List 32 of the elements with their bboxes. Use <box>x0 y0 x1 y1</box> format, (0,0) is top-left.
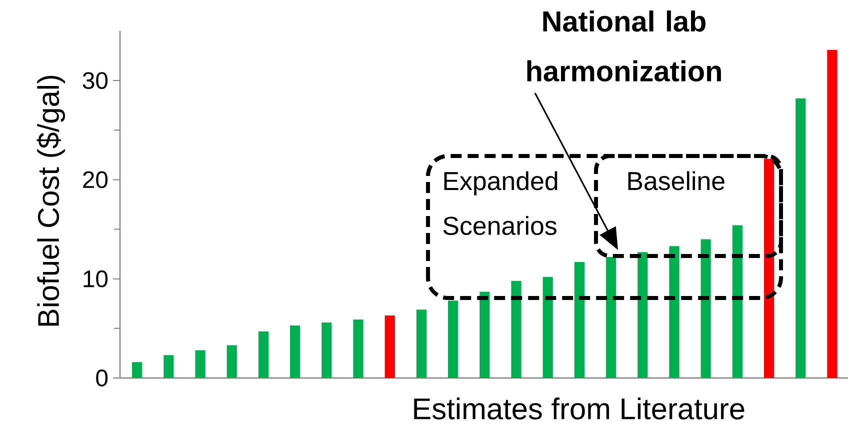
bar <box>480 292 490 378</box>
bar <box>732 225 742 378</box>
bar <box>353 319 364 378</box>
bar <box>574 262 584 378</box>
annotation: National lab harmonization <box>527 10 721 82</box>
bar <box>764 158 774 378</box>
bar <box>416 310 426 378</box>
bar <box>258 331 269 378</box>
bar <box>132 362 142 378</box>
bar <box>195 350 206 378</box>
bar <box>827 50 838 378</box>
y-tick-label: 10 <box>84 270 108 288</box>
annotation: Expanded Scenarios <box>443 171 558 236</box>
annotation: Baseline <box>628 171 724 190</box>
bar <box>164 355 174 378</box>
y-tick-label: 30 <box>82 72 108 90</box>
y-tick-label: 0 <box>96 370 108 386</box>
bar <box>796 98 806 378</box>
bar <box>669 246 680 378</box>
bar <box>606 257 616 378</box>
bar <box>384 316 395 378</box>
bar <box>542 276 553 378</box>
bar <box>511 280 522 378</box>
bar <box>638 252 648 378</box>
bar <box>448 300 458 378</box>
x-axis-title: Estimates from Literature <box>414 398 744 420</box>
y-axis-title: Biofuel Cost ($/gal) <box>36 76 66 326</box>
bar <box>700 239 711 378</box>
bar <box>226 345 237 378</box>
bar <box>290 325 300 378</box>
bar <box>322 322 332 378</box>
y-tick-label: 20 <box>83 171 108 188</box>
